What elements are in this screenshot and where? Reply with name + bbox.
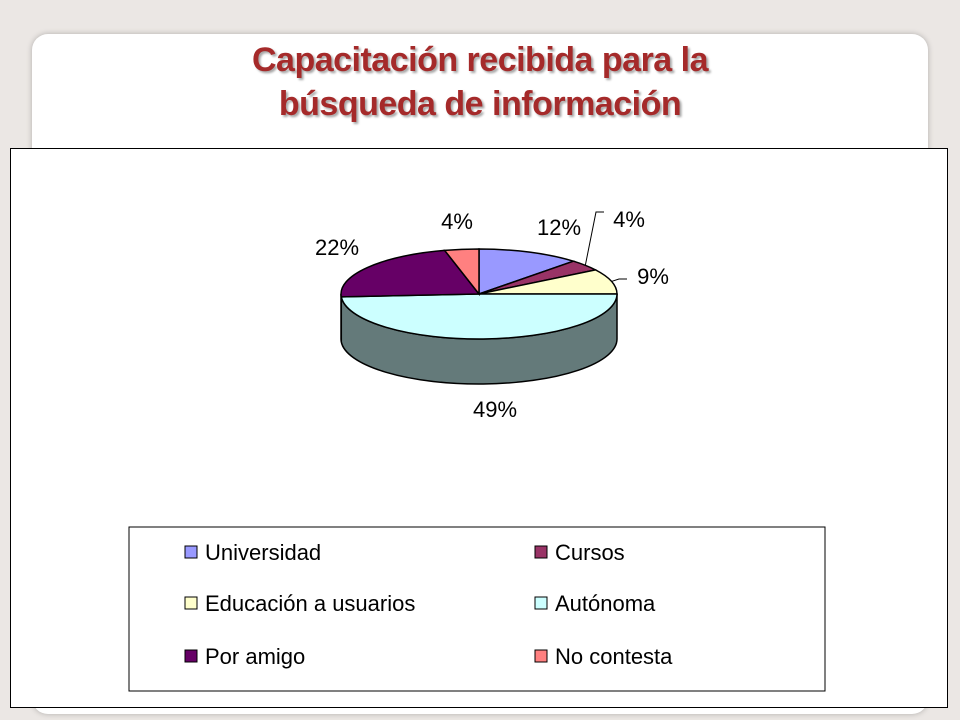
pie-chart: 12% 4% 9% 49% 22% 4% Universidad Cursos Educaci… xyxy=(128,207,826,692)
legend-swatch-cursos xyxy=(534,545,548,559)
legend-label-autonoma: Autónoma xyxy=(555,591,656,616)
legend-label-universidad: Universidad xyxy=(205,540,321,565)
legend-label-por-amigo: Por amigo xyxy=(205,644,305,669)
leader-line-educacion-a-usuarios xyxy=(611,278,627,282)
legend-swatch-educacion-a-usuarios xyxy=(184,596,198,610)
legend-swatch-por-amigo xyxy=(184,649,198,663)
legend-label-cursos: Cursos xyxy=(555,540,625,565)
data-label-no-contesta: 4% xyxy=(441,209,473,234)
legend-swatch-autonoma xyxy=(534,596,548,610)
legend-swatch-universidad xyxy=(184,545,198,559)
pie-slice-por-amigo xyxy=(340,249,481,298)
slide-title-line-2: búsqueda de información xyxy=(278,85,682,123)
slide-title-line-1: Capacitación recibida para la xyxy=(251,41,709,79)
label-layer: 12% 4% 9% 49% 22% 4% xyxy=(315,207,669,422)
data-label-cursos: 4% xyxy=(613,207,645,232)
chart-frame: 12% 4% 9% 49% 22% 4% Universidad Cursos Educaci… xyxy=(10,148,948,708)
pie-layer xyxy=(340,248,618,385)
legend-box xyxy=(128,526,826,692)
data-label-universidad: 12% xyxy=(537,215,581,240)
pie-slice-autonoma xyxy=(340,293,618,340)
legend-label-educacion-a-usuarios: Educación a usuarios xyxy=(205,591,415,616)
data-label-educacion-a-usuarios: 9% xyxy=(637,264,669,289)
slide-title: Capacitación recibida para la búsqueda d… xyxy=(32,38,928,126)
data-label-autonoma: 49% xyxy=(473,397,517,422)
pie-slice-universidad xyxy=(478,248,576,296)
data-label-por-amigo: 22% xyxy=(315,235,359,260)
legend-swatch-no-contesta xyxy=(534,649,548,663)
legend-label-no-contesta: No contesta xyxy=(555,644,673,669)
pie-slice-no-contesta xyxy=(443,248,480,297)
leader-line-cursos xyxy=(584,211,604,266)
legend: Universidad Cursos Educación a usuarios Aut… xyxy=(128,526,826,692)
